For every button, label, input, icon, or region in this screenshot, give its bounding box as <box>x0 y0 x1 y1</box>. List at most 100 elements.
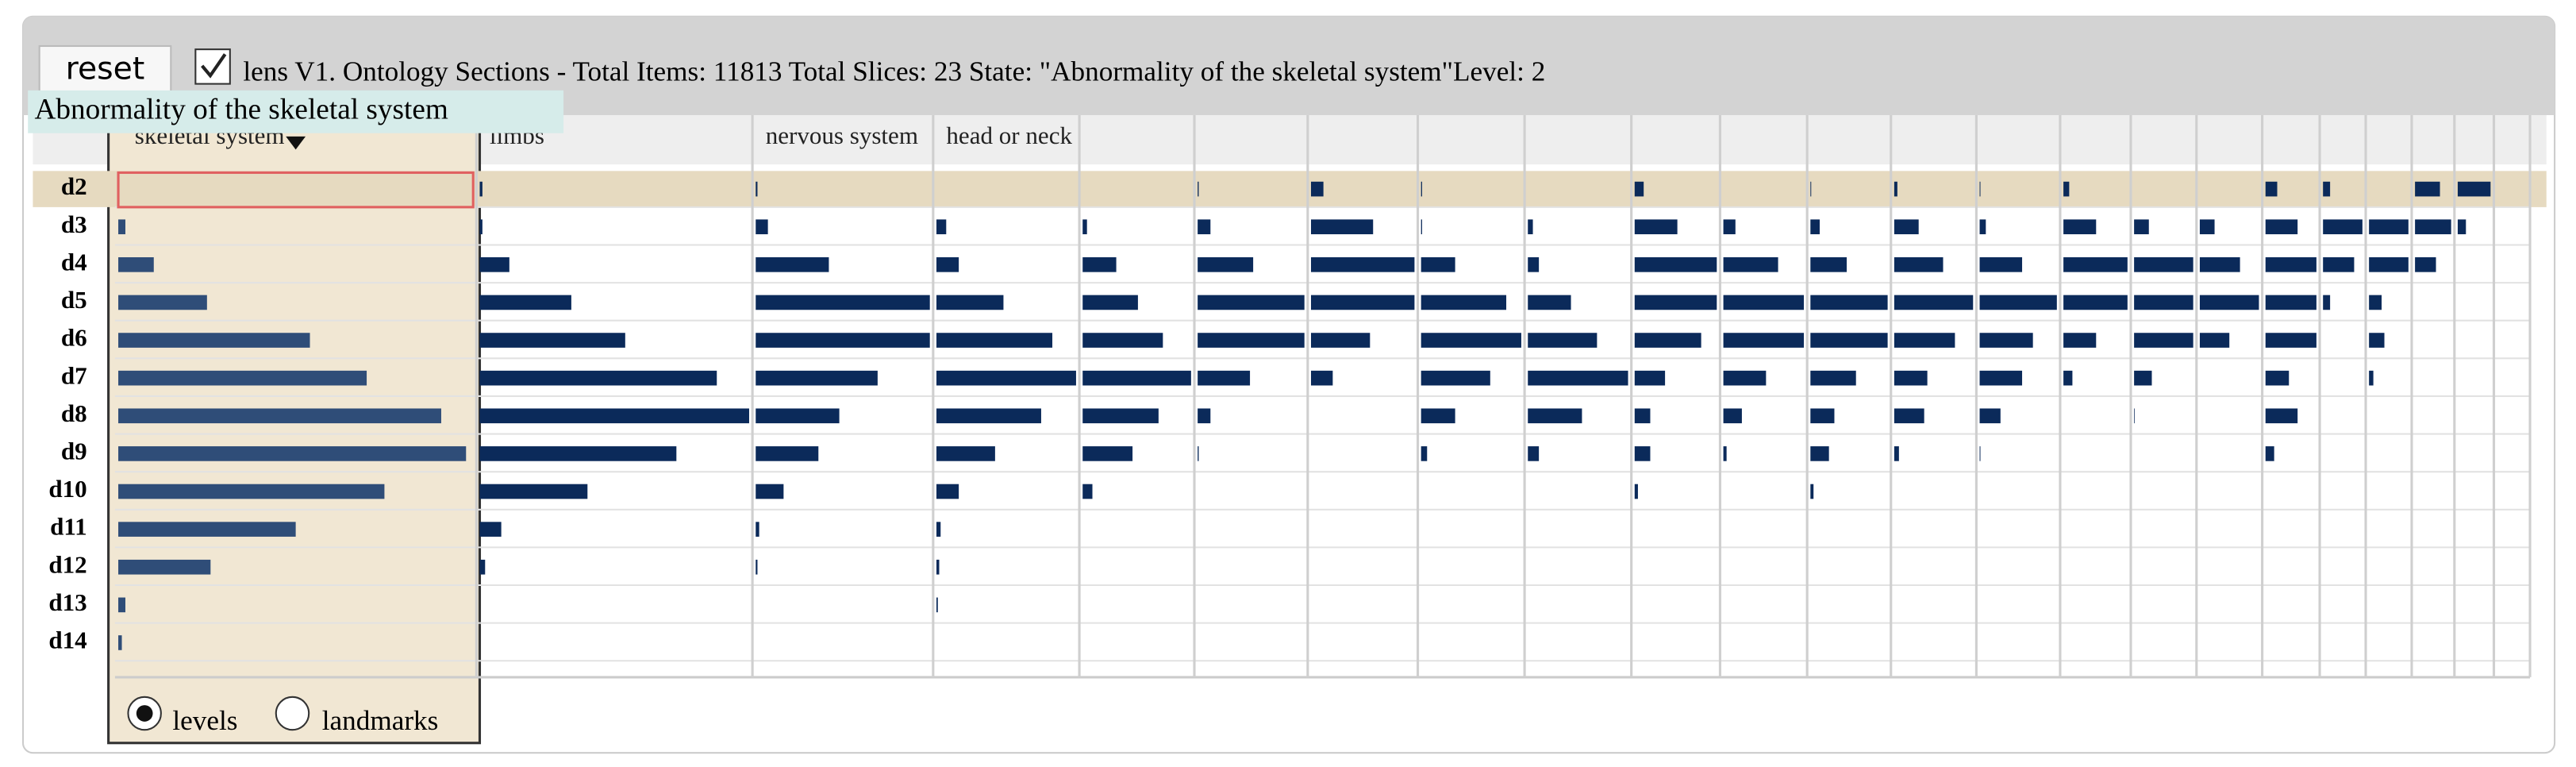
bar[interactable] <box>2063 370 2073 386</box>
bar[interactable] <box>1634 484 1638 499</box>
bar[interactable] <box>1634 181 1644 197</box>
bar[interactable] <box>2369 257 2409 272</box>
reset-label[interactable]: reset <box>66 51 145 87</box>
bar[interactable] <box>2063 219 2097 235</box>
bar[interactable] <box>1634 370 1666 386</box>
bar[interactable] <box>1310 219 1374 235</box>
bar[interactable] <box>2323 295 2331 310</box>
bar[interactable] <box>2415 219 2451 235</box>
bar[interactable] <box>2457 181 2491 197</box>
bar[interactable] <box>2369 295 2382 310</box>
bar[interactable] <box>1198 408 1211 424</box>
bar[interactable] <box>1810 333 1888 348</box>
bar[interactable] <box>1979 219 1986 235</box>
bar[interactable] <box>1634 408 1651 424</box>
bar[interactable] <box>1979 295 2057 310</box>
radio-landmarks[interactable] <box>275 696 310 731</box>
bar[interactable] <box>1421 295 1507 310</box>
bar[interactable] <box>2323 181 2331 197</box>
bar[interactable] <box>118 257 154 272</box>
bar[interactable] <box>479 559 486 575</box>
bar[interactable] <box>1810 295 1888 310</box>
bar[interactable] <box>1528 370 1628 386</box>
bar[interactable] <box>479 446 677 461</box>
bar[interactable] <box>479 181 483 197</box>
bar[interactable] <box>1810 219 1820 235</box>
bar[interactable] <box>2063 257 2128 272</box>
bar[interactable] <box>1810 257 1847 272</box>
bar[interactable] <box>2063 333 2097 348</box>
bar[interactable] <box>2265 333 2316 348</box>
bar[interactable] <box>755 522 759 537</box>
bar[interactable] <box>1894 181 1897 197</box>
bar[interactable] <box>118 446 467 461</box>
bar[interactable] <box>1979 370 2023 386</box>
bar[interactable] <box>936 559 940 575</box>
bar[interactable] <box>1310 257 1415 272</box>
bar[interactable] <box>1810 370 1856 386</box>
bar[interactable] <box>1979 408 2001 424</box>
bar[interactable] <box>755 181 758 197</box>
bar[interactable] <box>2199 333 2230 348</box>
bar[interactable] <box>1810 408 1835 424</box>
bar[interactable] <box>1198 333 1305 348</box>
bar[interactable] <box>2265 219 2298 235</box>
bar[interactable] <box>118 408 441 424</box>
bar[interactable] <box>2265 257 2316 272</box>
bar[interactable] <box>1979 257 2023 272</box>
bar[interactable] <box>1082 295 1138 310</box>
radio-label[interactable]: landmarks <box>322 705 439 736</box>
bar[interactable] <box>1310 333 1371 348</box>
bar[interactable] <box>2134 295 2193 310</box>
bar[interactable] <box>1421 408 1455 424</box>
bar[interactable] <box>1894 257 1944 272</box>
bar[interactable] <box>2134 219 2149 235</box>
bar[interactable] <box>755 484 784 499</box>
bar[interactable] <box>2199 219 2215 235</box>
bar[interactable] <box>1894 408 1924 424</box>
bar[interactable] <box>1528 257 1540 272</box>
bar[interactable] <box>1634 295 1717 310</box>
bar[interactable] <box>755 370 878 386</box>
bar[interactable] <box>1421 333 1521 348</box>
bar[interactable] <box>2199 257 2240 272</box>
bar[interactable] <box>479 408 749 424</box>
bar[interactable] <box>1082 446 1133 461</box>
bar[interactable] <box>1528 295 1571 310</box>
bar[interactable] <box>1979 446 1981 461</box>
bar[interactable] <box>2415 257 2436 272</box>
bar[interactable] <box>1421 257 1455 272</box>
bar[interactable] <box>936 484 959 499</box>
bar[interactable] <box>1082 408 1159 424</box>
bar[interactable] <box>936 219 947 235</box>
bar[interactable] <box>936 597 938 613</box>
bar[interactable] <box>1082 219 1087 235</box>
bar[interactable] <box>1894 219 1919 235</box>
bar[interactable] <box>755 559 758 575</box>
bar[interactable] <box>1310 370 1333 386</box>
bar[interactable] <box>1723 408 1742 424</box>
bar[interactable] <box>118 559 211 575</box>
radio-label[interactable]: levels <box>172 705 237 736</box>
bar[interactable] <box>2265 181 2278 197</box>
bar[interactable] <box>1082 484 1093 499</box>
bar[interactable] <box>2265 295 2316 310</box>
bar[interactable] <box>118 370 367 386</box>
bar[interactable] <box>936 446 995 461</box>
bar[interactable] <box>1421 219 1422 235</box>
bar[interactable] <box>118 522 296 537</box>
bar[interactable] <box>936 257 959 272</box>
bar[interactable] <box>118 333 310 348</box>
bar[interactable] <box>1723 219 1736 235</box>
bar[interactable] <box>118 219 125 235</box>
bar[interactable] <box>755 446 819 461</box>
bar[interactable] <box>1810 181 1812 197</box>
bar[interactable] <box>936 370 1076 386</box>
bar[interactable] <box>1198 257 1254 272</box>
bar[interactable] <box>936 295 1004 310</box>
bar[interactable] <box>479 295 571 310</box>
bar[interactable] <box>1634 446 1651 461</box>
bar[interactable] <box>1894 295 1974 310</box>
bar[interactable] <box>1894 446 1899 461</box>
bar[interactable] <box>1634 333 1701 348</box>
